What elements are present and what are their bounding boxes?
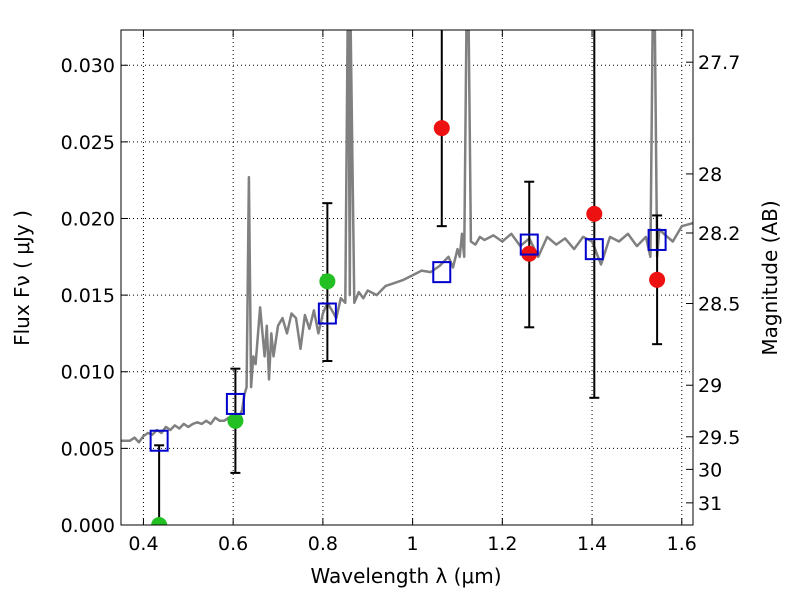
y-axis-title: Flux Fν ( μJy )	[10, 210, 34, 346]
green-data-point	[151, 517, 168, 525]
x-tick-label: 1.6	[667, 533, 697, 555]
y2-tick-label: 29	[698, 375, 722, 397]
y2-tick-label: 28	[698, 164, 722, 186]
model-square-marker	[149, 429, 169, 452]
y-tick-label: 0.025	[61, 132, 115, 154]
y-tick-label: 0.015	[61, 285, 115, 307]
model-square-marker	[584, 238, 604, 261]
green-point-series	[151, 273, 336, 525]
x-tick-label: 1	[407, 533, 419, 555]
y-tick-label: 0.000	[61, 515, 115, 537]
y-tick-labels: 0.000 0.005 0.010 0.015 0.020 0.025 0.030	[61, 55, 115, 537]
model-square-marker	[317, 302, 337, 325]
model-square-series	[149, 228, 667, 452]
y-tick-label: 0.005	[61, 438, 115, 460]
y-tick-label: 0.030	[61, 55, 115, 77]
red-data-point	[649, 271, 666, 288]
green-data-point	[319, 273, 336, 290]
plot-frame	[120, 29, 694, 526]
spectrum-series	[121, 30, 693, 444]
y2-axis-title: Magnitude (AB)	[758, 200, 782, 355]
x-tick-label: 0.6	[218, 533, 248, 555]
y2-tick-label: 31	[698, 493, 722, 515]
y2-tick-label: 27.7	[698, 52, 740, 74]
model-square-marker	[647, 228, 667, 251]
red-data-point	[433, 120, 450, 137]
green-data-point	[227, 412, 244, 429]
model-square-marker	[519, 233, 539, 256]
model-square-marker	[225, 392, 245, 415]
y-tick-label: 0.020	[61, 208, 115, 230]
model-square-marker	[432, 261, 452, 284]
y-tick-label: 0.010	[61, 362, 115, 384]
x-tick-labels: 0.4 0.6 0.8 1 1.2 1.4 1.6	[128, 533, 697, 555]
y2-tick-labels: 27.7 28 28.2 28.5 29 29.5 30 31	[698, 52, 740, 515]
x-tick-label: 0.4	[128, 533, 158, 555]
spectrum-line	[121, 30, 693, 444]
y2-tick-label: 30	[698, 459, 722, 481]
x-axis-title: Wavelength λ (μm)	[310, 564, 501, 588]
y2-tick-label: 28.2	[698, 223, 740, 245]
x-tick-label: 0.8	[308, 533, 338, 555]
y2-tick-label: 29.5	[698, 427, 740, 449]
axis-ticks	[121, 30, 693, 526]
x-tick-label: 1.4	[577, 533, 607, 555]
red-point-series	[433, 120, 666, 288]
red-data-point	[586, 205, 603, 222]
y2-tick-label: 28.5	[698, 293, 740, 315]
x-tick-label: 1.2	[487, 533, 517, 555]
